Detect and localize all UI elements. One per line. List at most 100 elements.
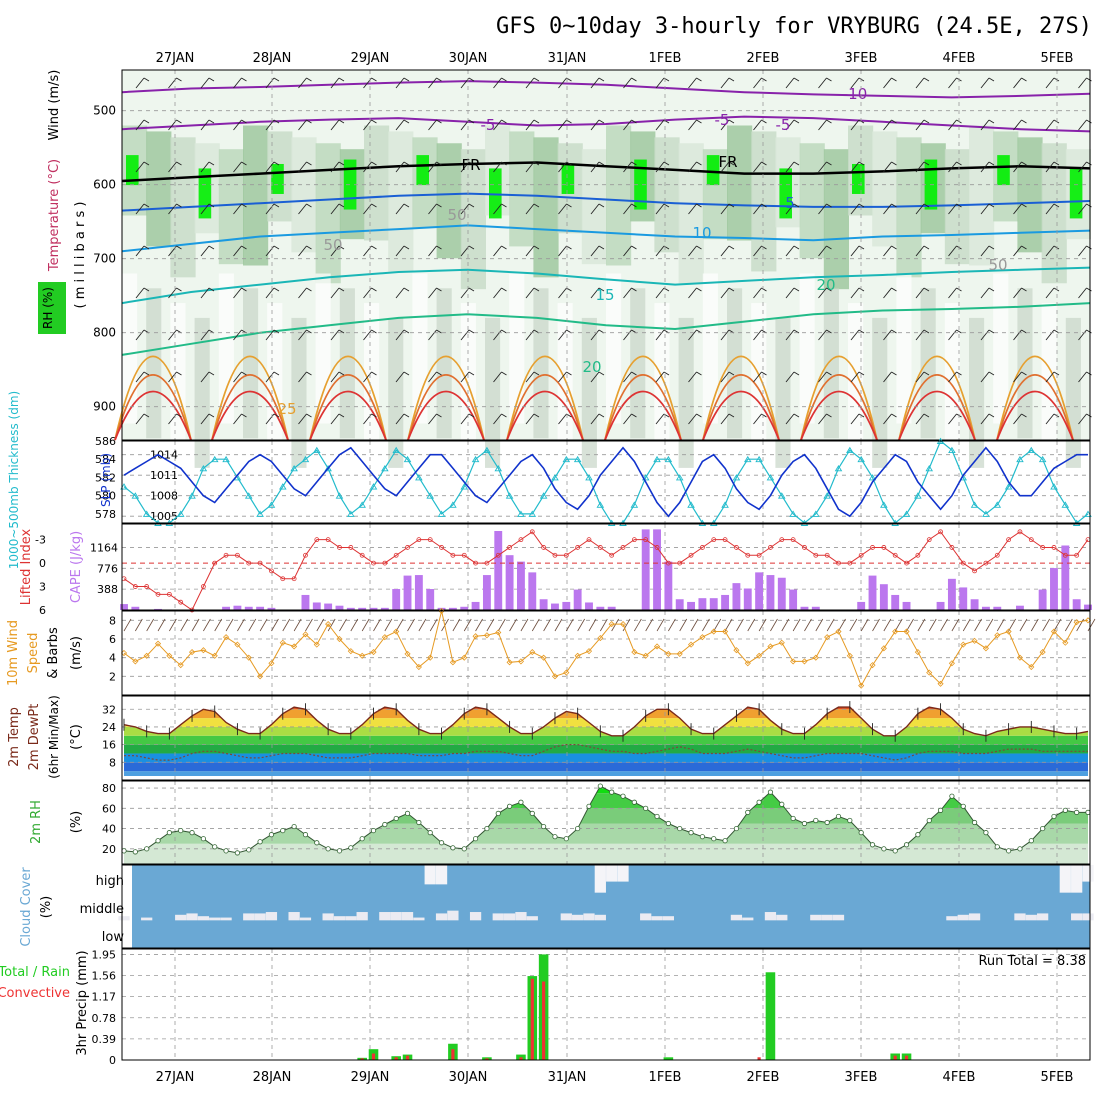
cloud-mid-block — [572, 914, 584, 921]
date-label-bottom: 3FEB — [845, 1070, 878, 1085]
lifted-index-point — [303, 552, 308, 558]
cape-bar — [517, 561, 525, 610]
precip-convective-bar — [904, 1055, 909, 1060]
wind10m-point — [211, 652, 218, 659]
wind-barb — [1045, 413, 1055, 425]
cloud-mid-block — [254, 913, 266, 921]
wind-barb — [858, 371, 865, 376]
rh-low-band — [920, 288, 936, 439]
wind-barb — [273, 287, 280, 292]
y-label-temp-a: 2m Temp — [7, 707, 22, 767]
wind-barb — [501, 119, 507, 124]
wind-barb — [525, 161, 535, 173]
lifted-index-point — [813, 552, 819, 558]
wind-barb — [428, 413, 437, 425]
wind10m-point — [824, 634, 831, 641]
wind-barb — [403, 287, 410, 292]
wind-barb — [923, 77, 930, 82]
wind-barb — [1013, 77, 1022, 89]
wind-barb — [858, 77, 865, 82]
wind10m-point — [1039, 649, 1046, 656]
y-label-rh2m: 2m RH — [29, 800, 44, 844]
rh2m-point — [302, 832, 309, 838]
thickness-point — [358, 501, 366, 508]
wind-barb — [590, 203, 600, 215]
wind-barb — [1078, 329, 1087, 341]
y-label-temperature: Temperature (°C) — [47, 159, 62, 272]
cape-bar — [857, 601, 866, 610]
cape-bar — [1016, 605, 1024, 610]
warm-contour — [898, 374, 976, 441]
temp2m-y-tick: 16 — [102, 739, 116, 752]
cloud-mid-block — [503, 913, 516, 921]
wind10m-barb — [917, 618, 926, 632]
wind-barb — [948, 329, 957, 341]
temp2m-frame — [121, 695, 1091, 781]
wind10m-barb — [826, 618, 835, 632]
wind10m-point — [257, 673, 264, 680]
wind10m-point — [449, 659, 456, 666]
cloud-mid-block — [209, 917, 221, 921]
rh-low-band — [509, 273, 525, 424]
wind-barb — [436, 329, 442, 334]
wind10m-point — [892, 628, 899, 635]
cape-bar — [505, 555, 514, 610]
rh-low-band — [969, 317, 985, 468]
wind10m-barb — [418, 618, 427, 632]
lifted-index-point — [904, 560, 909, 566]
wind10m-point — [234, 641, 241, 648]
thickness-point — [369, 483, 378, 490]
wind-barb — [663, 371, 670, 376]
wind10m-barb — [724, 618, 733, 632]
rh-low-band — [944, 303, 960, 454]
wind-barb — [728, 245, 735, 250]
wind-barb — [728, 119, 735, 124]
wind-barb — [720, 245, 730, 257]
wind10m-barb — [429, 618, 438, 632]
rh-high-band — [634, 159, 647, 210]
wind-barb — [793, 203, 800, 208]
rh2m-point — [903, 842, 910, 848]
rh-band — [243, 125, 269, 266]
wind-barb — [850, 287, 860, 299]
wind-barb — [493, 77, 502, 89]
wind10m-point — [937, 680, 944, 687]
wind-barb — [525, 245, 535, 257]
wind-barb — [923, 161, 930, 166]
wind-barb — [631, 413, 637, 418]
wind10m-barb — [554, 618, 563, 632]
cape-y-tick: 776 — [97, 562, 118, 575]
wind-barb — [988, 371, 995, 376]
cloud-mid-block — [1014, 913, 1026, 921]
rh2m-point — [937, 807, 944, 813]
wind-barb — [468, 329, 475, 334]
wind-barb — [818, 329, 827, 341]
warm-contour — [996, 390, 1074, 441]
rh2m-point — [643, 805, 649, 811]
warm-contour — [898, 390, 976, 441]
lifted-index-point — [994, 552, 1000, 558]
warm-contour — [604, 374, 682, 441]
cape-bar — [959, 587, 968, 610]
wind-barb — [533, 161, 540, 166]
lifted-index-point — [779, 537, 785, 543]
y-label-lifted-index: Lifted Index — [19, 528, 34, 605]
lifted-index-point — [382, 560, 388, 566]
thickness-point — [902, 510, 911, 517]
cape-bar — [1061, 545, 1070, 610]
wind-barb — [728, 161, 735, 166]
cloud-mid-block — [742, 917, 754, 921]
lifted-index-point — [359, 552, 365, 558]
y-label-cape: CAPE (J/kg) — [69, 531, 84, 603]
wind-barb — [330, 413, 340, 425]
wind-barb — [330, 77, 340, 89]
wind-barb — [753, 287, 762, 299]
wind10m-barb — [1019, 618, 1028, 632]
wind-barb — [338, 161, 345, 166]
cape-bar — [641, 529, 650, 610]
cape-bar — [664, 561, 673, 610]
wind-barb — [403, 119, 410, 124]
lifted-index-point — [348, 545, 354, 550]
wind-barb — [858, 413, 865, 418]
wind10m-point — [177, 662, 184, 669]
